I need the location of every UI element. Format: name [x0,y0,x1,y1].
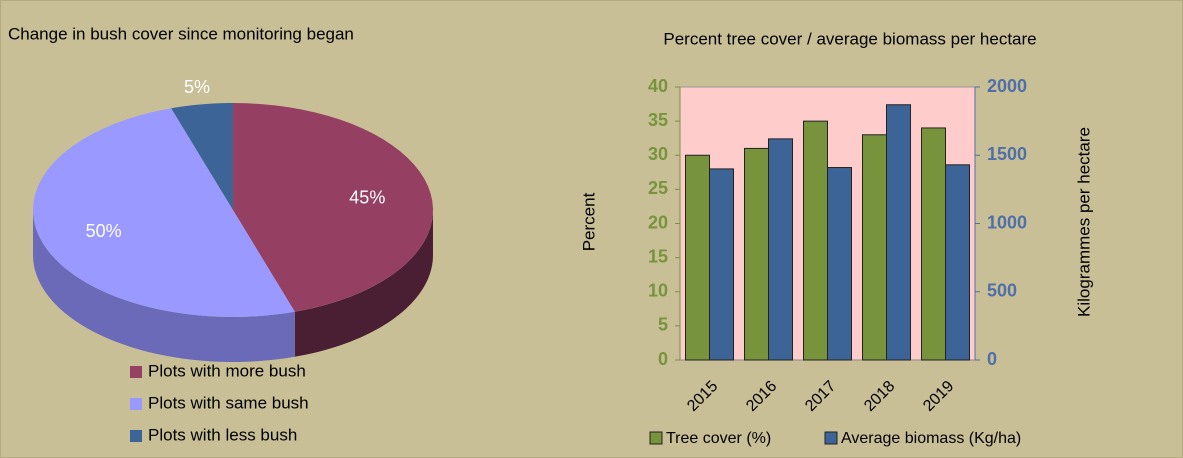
bar [886,104,911,361]
y-tick-label: 10 [648,281,668,301]
pie-slice [233,103,433,312]
bar [862,134,887,361]
y-tick-label: 30 [648,144,668,164]
bar [827,167,852,361]
y2-axis-title: Kilogrammes per hectare [1074,127,1093,317]
pie-title: Change in bush cover since monitoring be… [8,24,354,43]
legend-label: Tree cover (%) [666,430,771,447]
legend-swatch [824,431,838,445]
bar [709,168,734,361]
bar [921,127,946,361]
bar [744,147,769,361]
legend-swatch [649,431,663,445]
y-tick-label: 15 [648,246,668,266]
y-tick-label: 40 [648,76,668,96]
legend-label: Plots with less bush [148,425,297,444]
pie-slice [171,103,233,210]
y-tick-label: 0 [658,349,668,369]
pie-side [294,210,433,357]
bar [945,164,970,361]
pie-slice [33,108,295,317]
legend-swatch [130,366,142,378]
y-tick-label: 35 [648,110,668,130]
bar [803,120,828,361]
y-axis-title: Percent [579,192,598,251]
legend-swatch [130,398,142,410]
y2-tick-label: 2000 [987,76,1027,96]
y2-tick-label: 500 [987,281,1017,301]
y2-tick-label: 1500 [987,144,1027,164]
pie-label: 5% [184,77,210,97]
pie-label: 45% [349,187,385,207]
y2-tick-label: 0 [987,349,997,369]
legend-label: Plots with same bush [148,393,309,412]
pie-side [33,210,295,362]
bar [768,138,793,361]
legend-label: Plots with more bush [148,361,306,380]
bar-title: Percent tree cover / average biomass per… [663,29,1036,48]
pie-label: 50% [86,221,122,241]
y2-tick-label: 1000 [987,212,1027,232]
y-tick-label: 20 [648,212,668,232]
y-tick-label: 5 [658,315,668,335]
legend-swatch [130,430,142,442]
legend-label: Average biomass (Kg/ha) [841,430,1021,447]
bar [685,154,710,361]
y-tick-label: 25 [648,178,668,198]
